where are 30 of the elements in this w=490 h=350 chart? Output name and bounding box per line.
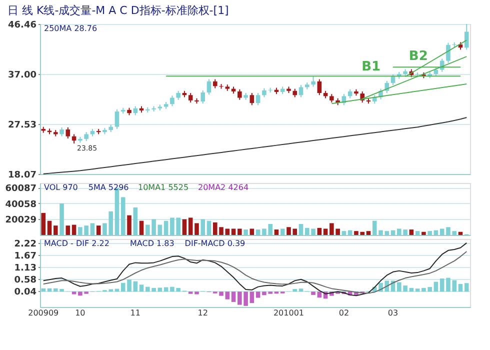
x-tick-label: 11 — [130, 308, 140, 318]
annotation: DIF-MACD 0.39 — [184, 239, 246, 248]
annotation: 20MA2 4264 — [198, 183, 249, 192]
y-tick-label: 20029 — [5, 216, 36, 226]
y-tick-label: 0.58 — [14, 275, 36, 286]
annotation: 5MA 5296 — [88, 183, 129, 192]
y-tick-label: 1.67 — [14, 252, 36, 262]
annotation: B1 — [362, 60, 381, 74]
y-tick-label: 37.00 — [8, 70, 36, 80]
x-tick-label: 10 — [75, 308, 86, 318]
annotation: VOL 970 — [44, 183, 78, 192]
annotation: MACD - DIF 2.22 — [44, 239, 110, 248]
x-tick-label: 200909 — [28, 308, 59, 318]
y-tick-label: 46.46 — [8, 20, 36, 30]
x-tick-label: 12 — [198, 308, 208, 318]
y-tick-label: 40058 — [5, 200, 36, 210]
annotation: 10MA1 5525 — [138, 183, 189, 192]
annotation: B2 — [408, 49, 428, 64]
chart-title: 日 线 K线-成交量-M A C D指标-标准除权-[1] — [8, 4, 229, 17]
x-tick-label: 201001 — [273, 308, 304, 318]
y-tick-label: 27.53 — [8, 120, 36, 131]
annotation: MACD 1.83 — [130, 239, 174, 248]
y-tick-label: 0.04 — [14, 287, 36, 298]
y-tick-label: 60087 — [5, 184, 36, 194]
y-tick-label: 2.22 — [14, 239, 36, 250]
annotation: 250MA 28.76 — [44, 24, 98, 33]
x-tick-label: 02 — [338, 308, 350, 318]
x-tick-label: 03 — [388, 308, 398, 318]
y-tick-label: 1.13 — [14, 263, 36, 274]
y-tick-label: 18.07 — [8, 170, 36, 180]
